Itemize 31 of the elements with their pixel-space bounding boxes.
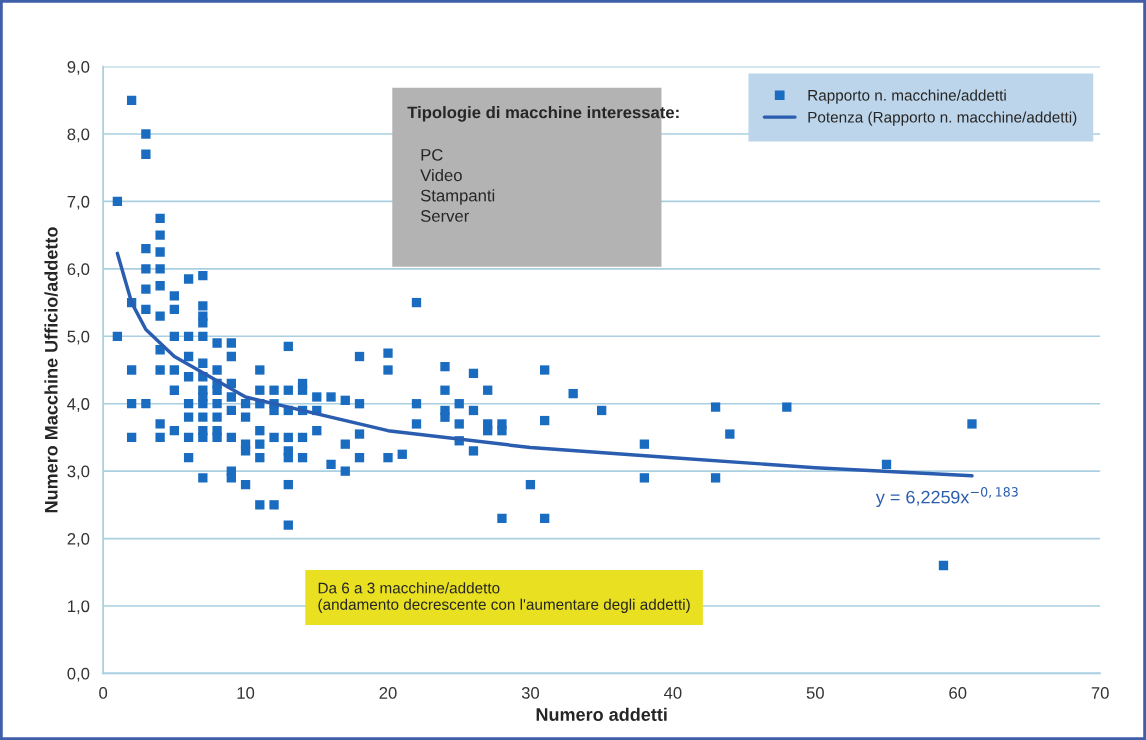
y-tick-label: 7,0	[67, 195, 90, 210]
x-tick-label: 10	[237, 687, 255, 699]
y-tick-label: 9,0	[67, 61, 90, 75]
y-tick-label: 3,0	[67, 465, 90, 480]
x-tick-label: 60	[949, 687, 967, 699]
annotation: y = 6,2259x$^{−0,183}$	[875, 487, 1018, 508]
annotation: (andamento decrescente con l'aumentare degli addetti)	[318, 598, 690, 613]
y-tick-label: 5,0	[67, 330, 90, 345]
y-tick-label: 8,0	[67, 128, 90, 143]
annotation: Tipologie di macchine interessate:	[407, 106, 679, 122]
x-tick-label: 70	[1091, 687, 1109, 699]
y-tick-label: 2,0	[67, 532, 90, 547]
y-tick-label: 4,0	[67, 398, 90, 412]
y-axis-title: Numero Macchine Ufficio/addetto	[44, 227, 58, 513]
legend-label: Potenza (Rapporto n. macchine/addetti)	[808, 111, 1077, 126]
annotation: Video	[420, 168, 462, 182]
annotation: Server	[420, 210, 469, 222]
x-axis-title: Numero addetti	[536, 707, 667, 721]
y-tick-label: 6,0	[67, 263, 90, 278]
x-tick-label: 30	[521, 687, 540, 699]
x-tick-label: 0	[99, 687, 108, 699]
x-tick-label: 20	[379, 687, 397, 699]
annotation: Da 6 a 3 macchine/addetto	[318, 582, 500, 594]
legend-label: Rapporto n. macchine/addetti	[808, 89, 1006, 104]
annotation: Stampanti	[420, 189, 495, 205]
line-series	[115, 251, 974, 478]
y-tick-label: 1,0	[68, 600, 90, 615]
x-tick-label: 40	[663, 687, 682, 699]
y-tick-label: 0,0	[67, 667, 90, 682]
annotation: PC	[421, 148, 443, 161]
x-tick-label: 50	[806, 687, 824, 699]
